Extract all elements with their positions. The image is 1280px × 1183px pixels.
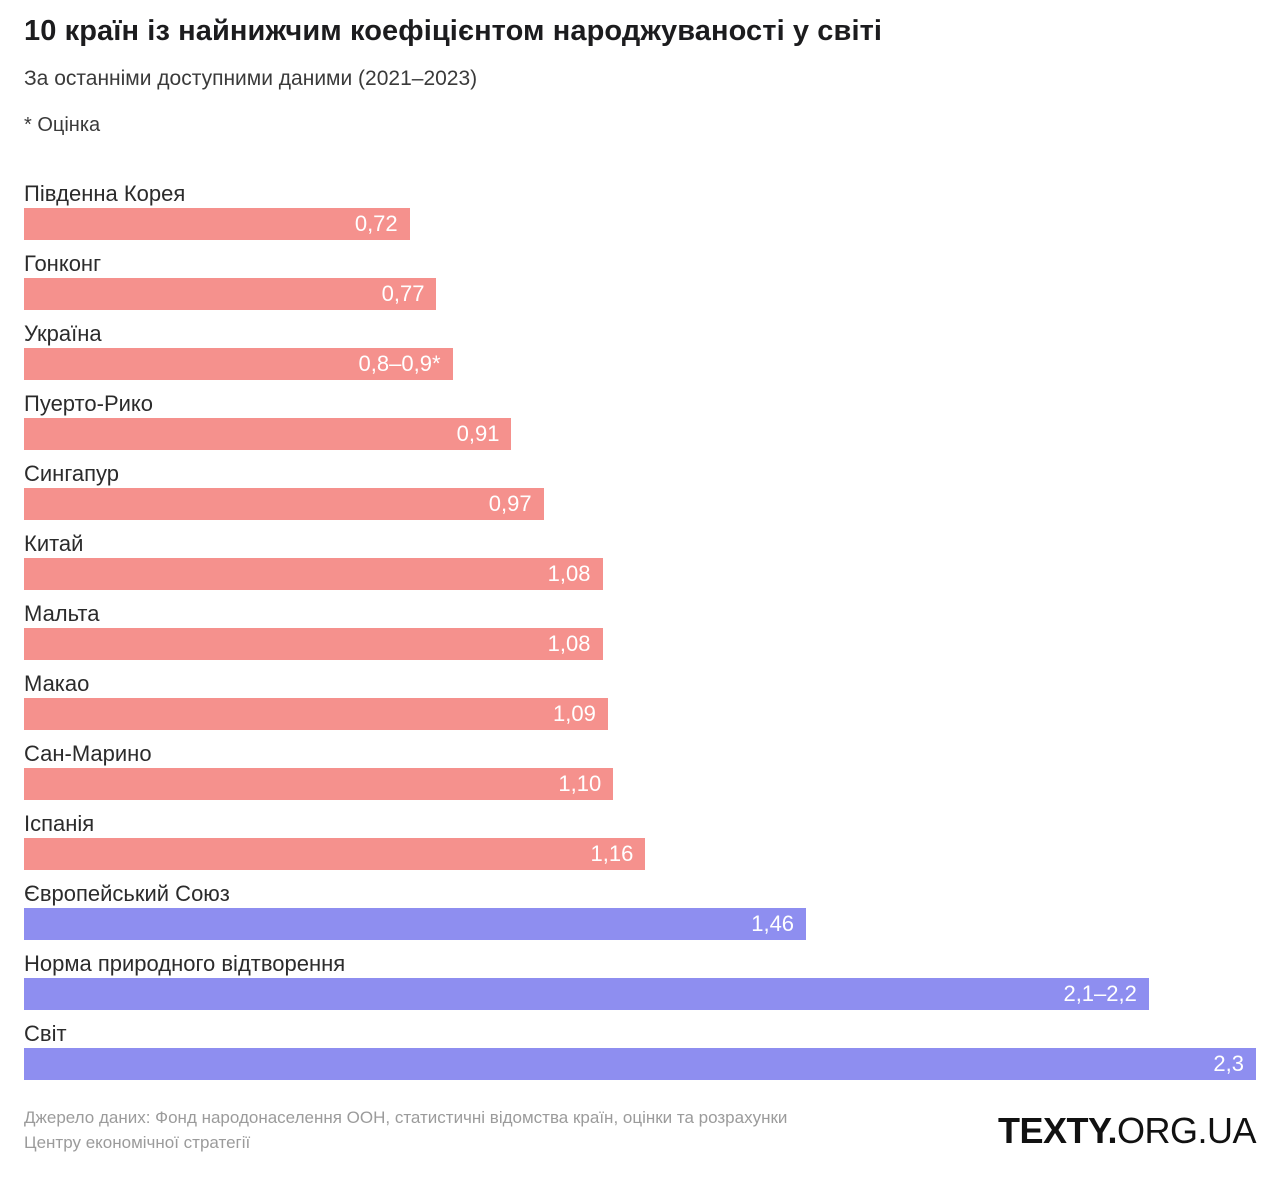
bar: 0,97 bbox=[24, 488, 544, 520]
bar: 0,77 bbox=[24, 278, 437, 310]
bar-label: Сан-Марино bbox=[24, 741, 152, 766]
bar: 0,72 bbox=[24, 208, 410, 240]
bar-row: Норма природного відтворення 2,1–2,2 bbox=[24, 952, 1256, 1010]
bar: 1,46 bbox=[24, 908, 807, 940]
page-title: 10 країн із найнижчим коефіцієнтом народ… bbox=[24, 15, 883, 47]
bar: 1,09 bbox=[24, 698, 608, 730]
bar-label: Україна bbox=[24, 321, 102, 346]
bar-label: Іспанія bbox=[24, 811, 95, 836]
bar-label: Мальта bbox=[24, 601, 100, 626]
bar-label: Макао bbox=[24, 671, 90, 696]
footer: Джерело даних: Фонд народонаселення ООН,… bbox=[24, 1106, 1257, 1155]
bar-chart: Південна Корея 0,72 Гонконг 0,77 Україна… bbox=[24, 182, 1256, 1080]
bar: 1,10 bbox=[24, 768, 614, 800]
bar-value-label: 2,3 bbox=[1213, 1051, 1244, 1076]
bar-value-label: 2,1–2,2 bbox=[1063, 981, 1137, 1006]
bar-row: Мальта 1,08 bbox=[24, 602, 1256, 660]
bar-label: Гонконг bbox=[24, 251, 102, 276]
bar-value-label: 0,91 bbox=[456, 421, 500, 446]
bar-value-label: 0,72 bbox=[354, 211, 398, 236]
bar-value-label: 1,08 bbox=[547, 561, 591, 586]
bar-label: Сингапур bbox=[24, 461, 120, 486]
bar-row: Макао 1,09 bbox=[24, 672, 1256, 730]
bar: 1,08 bbox=[24, 558, 603, 590]
bar: 2,3 bbox=[24, 1048, 1256, 1080]
bar-row: Пуерто-Рико 0,91 bbox=[24, 392, 1256, 450]
bar-value-label: 1,46 bbox=[751, 911, 795, 936]
bar-value-label: 1,08 bbox=[547, 631, 591, 656]
bar-value-label: 1,10 bbox=[558, 771, 602, 796]
bar-label: Пуерто-Рико bbox=[24, 391, 154, 416]
bar-row: Сингапур 0,97 bbox=[24, 462, 1256, 520]
bar-label: Китай bbox=[24, 531, 84, 556]
bar-value-label: 0,97 bbox=[488, 491, 532, 516]
data-source-text: Джерело даних: Фонд народонаселення ООН,… bbox=[24, 1108, 788, 1152]
bar-row: Іспанія 1,16 bbox=[24, 812, 1256, 870]
bar-row: Україна 0,8–0,9* bbox=[24, 322, 1256, 380]
bar: 1,16 bbox=[24, 838, 646, 870]
bar: 2,1–2,2 bbox=[24, 978, 1149, 1010]
bar-label: Європейський Союз bbox=[24, 881, 230, 906]
bar-row: Сан-Марино 1,10 bbox=[24, 742, 1256, 800]
bar-row: Світ 2,3 bbox=[24, 1022, 1256, 1080]
bar-label: Світ bbox=[24, 1021, 67, 1046]
bar-value-label: 1,16 bbox=[590, 841, 634, 866]
bar: 1,08 bbox=[24, 628, 603, 660]
bar-row: Китай 1,08 bbox=[24, 532, 1256, 590]
bar-label: Південна Корея bbox=[24, 181, 186, 206]
texty-logo: TEXTY.ORG.UA bbox=[997, 1109, 1257, 1151]
estimate-note: * Оцінка bbox=[24, 114, 101, 136]
bar: 0,8–0,9* bbox=[24, 348, 453, 380]
bar-value-label: 1,09 bbox=[553, 701, 596, 726]
bar-row: Європейський Союз 1,46 bbox=[24, 882, 1256, 940]
bar-label: Норма природного відтворення bbox=[24, 951, 346, 976]
bar-row: Південна Корея 0,72 bbox=[24, 182, 1256, 240]
bar-value-label: 0,8–0,9* bbox=[358, 351, 441, 376]
chart-subtitle: За останніми доступними даними (2021–202… bbox=[24, 67, 478, 90]
bar: 0,91 bbox=[24, 418, 512, 450]
bar-row: Гонконг 0,77 bbox=[24, 252, 1256, 310]
bar-value-label: 0,77 bbox=[381, 281, 425, 306]
texty-logo-bold-part: TEXTY. bbox=[997, 1109, 1118, 1151]
texty-logo-light-part: ORG.UA bbox=[1116, 1109, 1257, 1151]
